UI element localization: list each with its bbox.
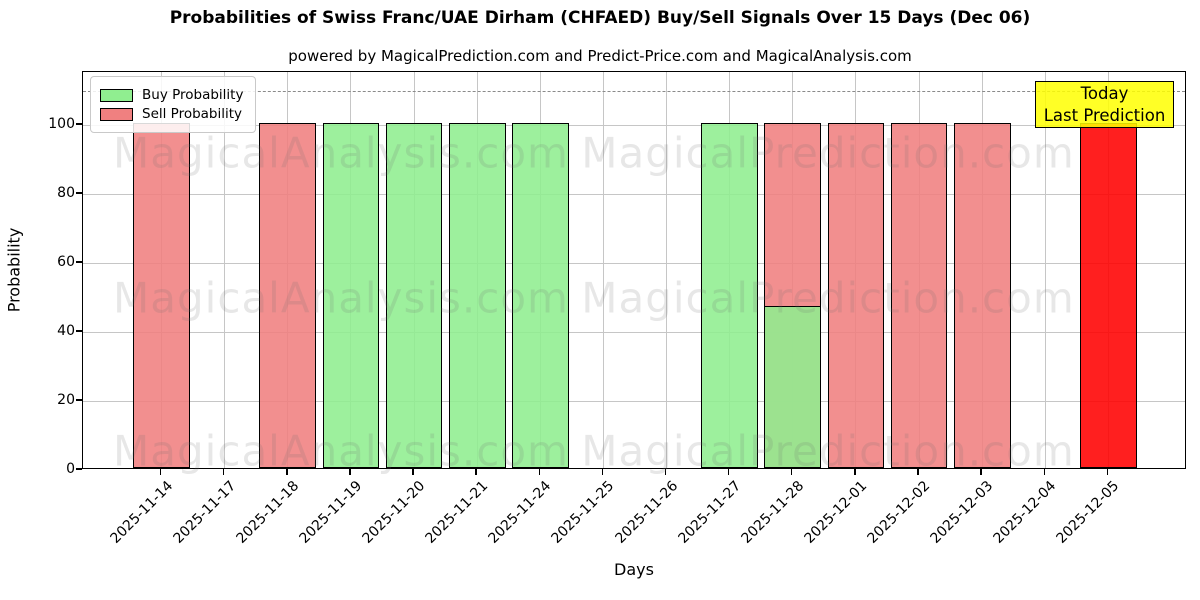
y-tick-label: 60 <box>57 254 75 271</box>
y-tick-mark <box>76 261 82 263</box>
x-tick-mark <box>475 469 477 475</box>
y-tick-label: 20 <box>57 392 75 409</box>
x-tick-mark <box>854 469 856 475</box>
sell-bar <box>827 123 885 468</box>
watermark-prediction: MagicalPrediction.com <box>581 273 1075 323</box>
watermark-analysis: MagicalAnalysis.com <box>113 426 569 476</box>
y-tick-mark <box>76 468 82 470</box>
gridline-horizontal <box>83 331 1185 333</box>
watermark-prediction: MagicalPrediction.com <box>581 426 1075 476</box>
sell-bar <box>133 123 190 468</box>
y-tick-mark <box>76 123 82 125</box>
watermark-prediction: MagicalPrediction.com <box>581 128 1075 178</box>
x-tick-mark <box>1106 469 1109 475</box>
x-tick-mark <box>980 469 982 475</box>
reference-dashed-line <box>83 90 1185 92</box>
sell-bar <box>259 123 317 468</box>
gridline-vertical <box>602 72 604 468</box>
x-tick-mark <box>538 469 540 475</box>
buy-swatch-icon <box>100 88 133 102</box>
x-tick-mark <box>412 469 414 475</box>
x-tick-mark <box>727 469 730 475</box>
legend-item-sell: Sell Probability <box>100 106 243 122</box>
y-tick-label: 80 <box>57 185 75 202</box>
y-tick-label: 0 <box>66 461 75 477</box>
chart-title: Probabilities of Swiss Franc/UAE Dirham … <box>169 8 1031 28</box>
x-tick-mark <box>159 469 162 475</box>
gridline-horizontal <box>83 262 1185 264</box>
today-annotation-line2: Last Prediction <box>1043 105 1166 125</box>
watermark-analysis: MagicalAnalysis.com <box>113 128 569 178</box>
legend-label-buy: Buy Probability <box>142 87 244 103</box>
y-axis-title: Probability <box>4 227 24 313</box>
x-tick-mark <box>917 469 919 475</box>
buy-bar <box>448 123 506 468</box>
y-tick-label: 40 <box>57 323 75 340</box>
x-tick-mark <box>601 469 604 475</box>
gridline-horizontal <box>83 193 1185 195</box>
legend-label-sell: Sell Probability <box>142 106 243 122</box>
today-annotation-line1: Today <box>1080 83 1129 103</box>
gridline-vertical <box>1044 72 1046 468</box>
y-tick-label: 100 <box>48 116 75 133</box>
x-tick-mark <box>1043 469 1045 475</box>
today-annotation: Today Last Prediction <box>1035 81 1174 128</box>
y-tick-mark <box>76 192 82 194</box>
gridline-horizontal <box>83 400 1185 402</box>
buy-bar <box>511 123 569 468</box>
x-tick-mark <box>286 469 288 475</box>
x-tick-mark <box>791 469 793 475</box>
x-axis-title: Days <box>614 560 654 579</box>
gridline-vertical <box>224 72 226 468</box>
sell-bar <box>953 123 1011 468</box>
legend-item-buy: Buy Probability <box>100 87 243 103</box>
legend: Buy Probability Sell Probability <box>90 76 257 133</box>
x-tick-mark <box>223 469 225 475</box>
buy-bar <box>701 123 759 468</box>
x-tick-mark <box>349 469 351 475</box>
buy-bar <box>385 123 443 468</box>
buy-bar <box>764 305 822 468</box>
sell-bar <box>890 123 948 468</box>
plot-area: Buy Probability Sell Probability Today L… <box>82 71 1186 476</box>
watermark-analysis: MagicalAnalysis.com <box>113 273 569 323</box>
y-tick-mark <box>76 399 82 401</box>
sell-swatch-icon <box>100 107 133 121</box>
chart-subtitle: powered by MagicalPrediction.com and Pre… <box>288 47 912 65</box>
today-sell-bar <box>1080 123 1137 468</box>
buy-bar <box>322 123 380 468</box>
y-tick-mark <box>76 330 82 332</box>
gridline-vertical <box>666 72 668 468</box>
x-tick-mark <box>664 469 667 475</box>
gridline-horizontal <box>83 124 1185 126</box>
